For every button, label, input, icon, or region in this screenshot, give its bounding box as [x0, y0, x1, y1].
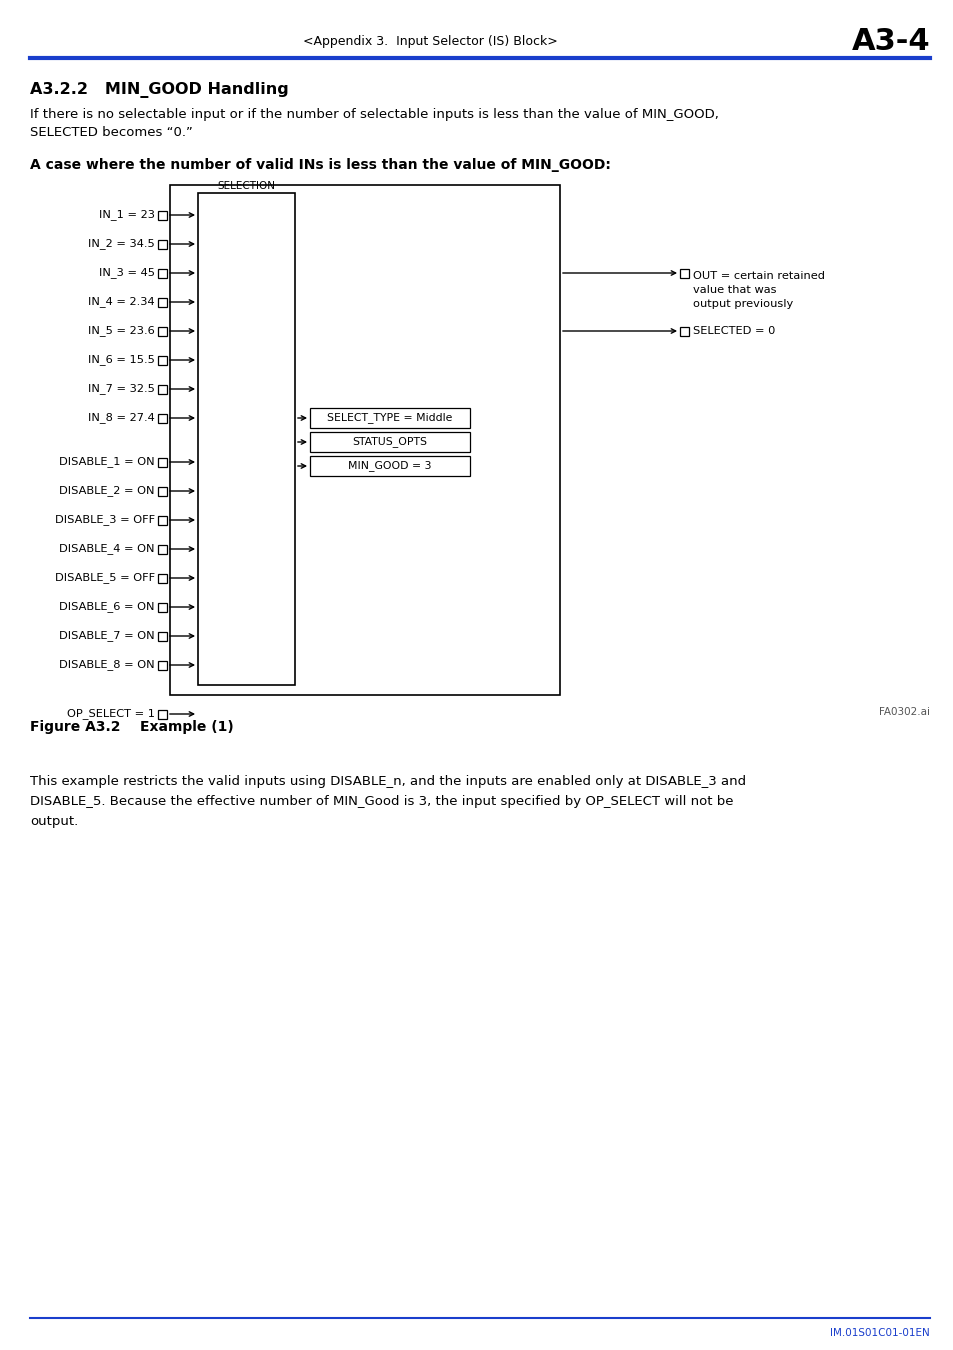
- Text: Figure A3.2    Example (1): Figure A3.2 Example (1): [30, 720, 233, 734]
- Bar: [158, 239, 167, 248]
- Text: output.: output.: [30, 815, 78, 828]
- Bar: [158, 574, 167, 582]
- Bar: [170, 185, 559, 695]
- Bar: [158, 544, 167, 554]
- Text: DISABLE_3 = OFF: DISABLE_3 = OFF: [55, 514, 154, 525]
- Bar: [158, 413, 167, 423]
- Text: IN_1 = 23: IN_1 = 23: [99, 209, 154, 220]
- Bar: [158, 486, 167, 495]
- Bar: [158, 269, 167, 278]
- Bar: [310, 456, 470, 477]
- Text: DISABLE_8 = ON: DISABLE_8 = ON: [59, 660, 154, 671]
- Text: MIN_GOOD = 3: MIN_GOOD = 3: [348, 460, 432, 471]
- Text: A3-4: A3-4: [850, 27, 929, 57]
- Bar: [158, 211, 167, 220]
- Bar: [158, 632, 167, 640]
- Text: IN_5 = 23.6: IN_5 = 23.6: [89, 325, 154, 336]
- Bar: [310, 432, 470, 452]
- Text: IN_6 = 15.5: IN_6 = 15.5: [88, 355, 154, 366]
- Text: DISABLE_5 = OFF: DISABLE_5 = OFF: [55, 572, 154, 583]
- Text: DISABLE_7 = ON: DISABLE_7 = ON: [59, 630, 154, 641]
- Text: A case where the number of valid INs is less than the value of MIN_GOOD:: A case where the number of valid INs is …: [30, 158, 610, 171]
- Bar: [158, 385, 167, 393]
- Text: A3.2.2   MIN_GOOD Handling: A3.2.2 MIN_GOOD Handling: [30, 82, 289, 99]
- Text: SELECT_TYPE = Middle: SELECT_TYPE = Middle: [327, 413, 453, 424]
- Bar: [158, 660, 167, 670]
- Bar: [158, 297, 167, 306]
- Text: IN_8 = 27.4: IN_8 = 27.4: [89, 413, 154, 424]
- Bar: [158, 710, 167, 718]
- Text: IN_4 = 2.34: IN_4 = 2.34: [89, 297, 154, 308]
- Bar: [679, 269, 688, 278]
- Bar: [158, 327, 167, 336]
- Text: DISABLE_6 = ON: DISABLE_6 = ON: [59, 602, 154, 613]
- Text: STATUS_OPTS: STATUS_OPTS: [352, 436, 427, 447]
- Text: DISABLE_2 = ON: DISABLE_2 = ON: [59, 486, 154, 497]
- Text: IN_7 = 32.5: IN_7 = 32.5: [88, 383, 154, 394]
- Text: SELECTED becomes “0.”: SELECTED becomes “0.”: [30, 126, 193, 139]
- Bar: [310, 408, 470, 428]
- Text: SELECTION: SELECTION: [217, 181, 275, 190]
- Bar: [158, 602, 167, 612]
- Text: If there is no selectable input or if the number of selectable inputs is less th: If there is no selectable input or if th…: [30, 108, 719, 122]
- Text: DISABLE_5. Because the effective number of MIN_Good is 3, the input specified by: DISABLE_5. Because the effective number …: [30, 795, 733, 809]
- Bar: [158, 355, 167, 364]
- Bar: [158, 516, 167, 525]
- Text: <Appendix 3.  Input Selector (IS) Block>: <Appendix 3. Input Selector (IS) Block>: [302, 35, 557, 49]
- Text: DISABLE_1 = ON: DISABLE_1 = ON: [59, 456, 154, 467]
- Text: OP_SELECT = 1: OP_SELECT = 1: [67, 709, 154, 720]
- Text: IM.01S01C01-01EN: IM.01S01C01-01EN: [829, 1328, 929, 1338]
- Text: OUT = certain retained
value that was
output previously: OUT = certain retained value that was ou…: [692, 271, 824, 309]
- Text: IN_2 = 34.5: IN_2 = 34.5: [89, 239, 154, 250]
- Text: SELECTED = 0: SELECTED = 0: [692, 325, 775, 336]
- Bar: [158, 458, 167, 467]
- Text: This example restricts the valid inputs using DISABLE_n, and the inputs are enab: This example restricts the valid inputs …: [30, 775, 745, 788]
- Text: FA0302.ai: FA0302.ai: [878, 707, 929, 717]
- Text: IN_3 = 45: IN_3 = 45: [99, 267, 154, 278]
- Bar: [198, 193, 294, 684]
- Text: DISABLE_4 = ON: DISABLE_4 = ON: [59, 544, 154, 555]
- Bar: [679, 327, 688, 336]
